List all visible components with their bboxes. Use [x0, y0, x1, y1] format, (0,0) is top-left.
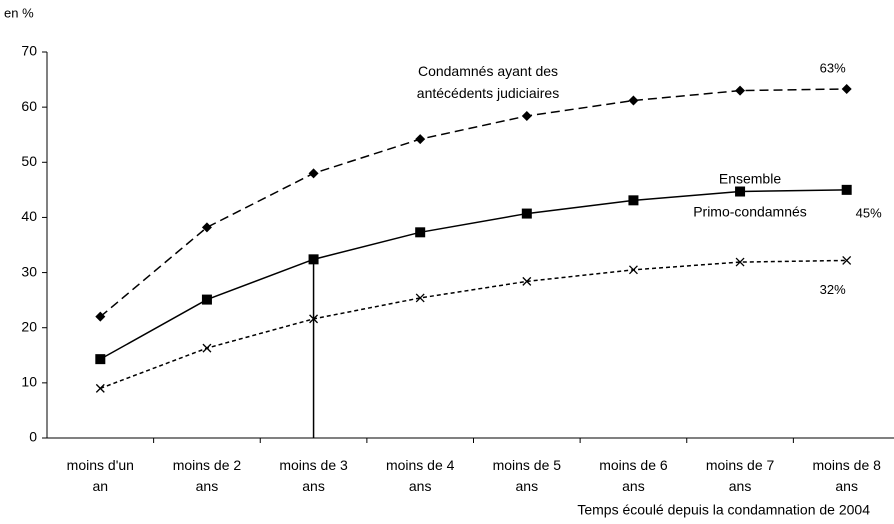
series-label: Primo-condamnés — [693, 204, 807, 220]
point — [202, 343, 212, 353]
value-label: 32% — [820, 282, 846, 297]
point — [521, 208, 532, 219]
point — [415, 227, 426, 238]
series-label: Condamnés ayant des antécédents judiciair… — [417, 63, 559, 101]
x-axis-title: Temps écoulé depuis la condamnation de 2… — [577, 502, 870, 518]
x-tick-label: moins de 3 ans — [279, 457, 348, 494]
point — [842, 255, 852, 265]
y-tick-label: 50 — [21, 153, 37, 169]
point — [95, 383, 105, 393]
x-tick-label: moins de 7 ans — [706, 457, 775, 494]
point — [309, 314, 319, 324]
x-tick-label: moins de 4 ans — [386, 457, 455, 494]
point — [521, 110, 532, 121]
point — [201, 222, 212, 233]
x-tick-label: moins de 6 ans — [599, 457, 668, 494]
point — [522, 276, 532, 286]
point — [415, 134, 426, 145]
point — [735, 85, 746, 96]
point — [308, 254, 319, 265]
series-line — [99, 189, 847, 360]
series-label: Ensemble — [719, 171, 781, 187]
series-line — [99, 88, 847, 318]
point — [628, 95, 639, 106]
y-tick-label: 70 — [21, 43, 37, 59]
x-tick-label: moins d'un an — [67, 457, 134, 494]
y-tick-label: 40 — [21, 208, 37, 224]
y-tick-label: 20 — [21, 318, 37, 334]
y-tick-label: 0 — [29, 429, 37, 445]
point — [201, 294, 212, 305]
point — [308, 168, 319, 179]
y-axis-label: en % — [4, 5, 34, 20]
series-line — [100, 259, 847, 390]
x-tick-label: moins de 8 ans — [812, 457, 881, 494]
value-label: 63% — [820, 60, 846, 75]
y-tick-label: 60 — [21, 98, 37, 114]
point — [735, 257, 745, 267]
point — [841, 184, 852, 195]
x-tick-label: moins de 5 ans — [493, 457, 562, 494]
point — [95, 354, 106, 365]
y-tick-label: 10 — [21, 374, 37, 390]
point — [628, 265, 638, 275]
point — [415, 293, 425, 303]
y-tick-label: 30 — [21, 263, 37, 279]
value-label: 45% — [856, 205, 882, 220]
x-tick-label: moins de 2 ans — [173, 457, 242, 494]
point — [735, 186, 746, 197]
point — [95, 311, 106, 322]
point — [841, 83, 852, 94]
point — [628, 195, 639, 206]
